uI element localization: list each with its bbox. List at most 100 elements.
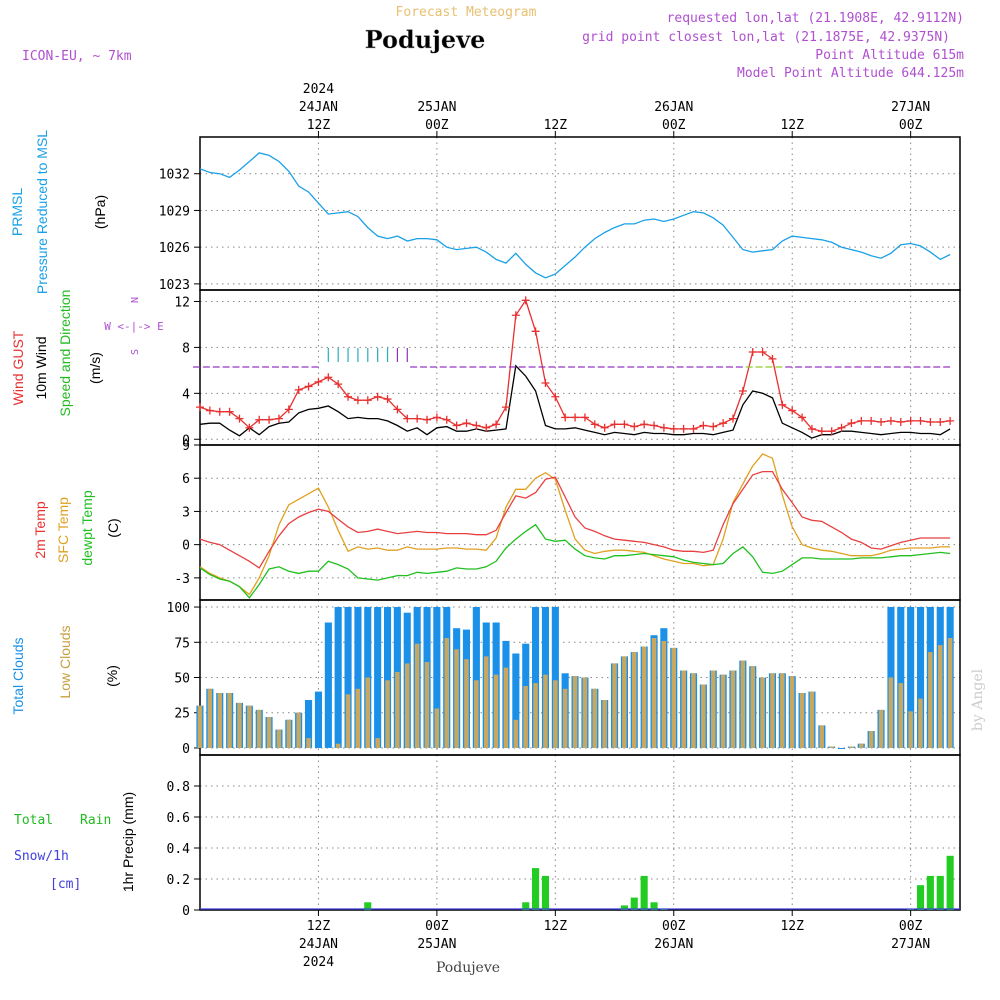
total-cloud-bar (364, 607, 372, 748)
wind-label-10m: 10m Wind (33, 336, 49, 399)
bottom-axis-label: 00Z (425, 919, 449, 934)
wind-gust-point (758, 348, 767, 356)
low-cloud-bar (296, 712, 301, 748)
wind-gust-point (877, 418, 886, 427)
pressure-ytick-label: 1032 (159, 168, 190, 183)
low-cloud-bar (908, 711, 913, 748)
wind-ytick-label: 12 (174, 295, 190, 310)
total-cloud-bar (472, 607, 480, 748)
bottom-axis-label: 00Z (899, 919, 923, 934)
rain-bar (650, 902, 658, 911)
pressure-ytick-label: 1023 (159, 278, 190, 293)
wind-ytick-label: 8 (182, 341, 190, 356)
pressure-panel: 1023 1026 1029 1032 (159, 136, 961, 293)
low-cloud-bar (770, 673, 775, 748)
temp-labels: 2m Temp SFC Temp dewpt Temp (C) (32, 490, 121, 565)
top-axis-label: 12Z (780, 118, 804, 133)
wind-gust-point (580, 413, 589, 422)
wind-gust-point (215, 407, 224, 416)
low-cloud-bar (898, 683, 903, 748)
precip-ytick-label: 0.4 (167, 842, 191, 857)
wind-gust-point (847, 419, 856, 428)
wind-gust-point (709, 422, 718, 431)
wind-gust-point (501, 403, 510, 412)
top-time-axis: 2024 24JAN 12Z 25JAN 00Z 12Z 26JAN 00Z 12Z 27JAN 0… (299, 82, 930, 137)
low-cloud-bar (750, 666, 755, 748)
rain-bar (640, 875, 648, 910)
temp-ytick-label: 9 (182, 439, 190, 454)
dewpoint-line (199, 523, 951, 599)
wind-gust-point (837, 423, 846, 432)
low-cloud-bar (661, 640, 667, 748)
wind-gust-line (199, 298, 951, 432)
low-cloud-bar (543, 674, 548, 748)
pressure-ytick-label: 1026 (159, 241, 190, 256)
wind-ytick-label: 0 (182, 433, 190, 448)
cloud-label-total: Total Clouds (10, 637, 26, 714)
model-altitude: Model Point Altitude 644.125m (737, 66, 964, 81)
top-axis-label: 24JAN (299, 100, 338, 115)
wind-gust-point (383, 395, 392, 404)
wind-gust-point (620, 420, 629, 429)
precip-label-rain: Rain (80, 813, 111, 828)
wind-gust-point (561, 413, 570, 422)
total-cloud-bar (374, 607, 382, 748)
cloud-label-unit: (%) (104, 665, 120, 687)
low-cloud-bar (730, 670, 736, 748)
wind-gust-point (630, 422, 639, 431)
wind-label-gust: Wind GUST (10, 330, 26, 405)
low-cloud-bar (266, 717, 272, 748)
rain-bar (532, 868, 540, 910)
low-cloud-bar (523, 686, 528, 748)
temp-label-dew: dewpt Temp (79, 490, 95, 565)
low-cloud-bar (681, 670, 686, 748)
clouds-ytick-label: 100 (167, 601, 190, 616)
location-title: Podujeve (365, 25, 486, 54)
wind-gust-point (689, 424, 698, 433)
wind-gust-point (324, 373, 333, 382)
wind-gust-point (531, 327, 540, 336)
wind-gust-point (551, 392, 560, 401)
low-cloud-bar (503, 667, 509, 748)
total-cloud-bar (917, 607, 925, 748)
low-cloud-bar (405, 663, 410, 748)
wind-gust-point (205, 406, 214, 415)
total-cloud-bar (433, 607, 441, 748)
cloud-labels: Total Clouds Low Clouds (%) (10, 625, 120, 714)
wind-panel: 0 4 8 12 (174, 289, 961, 448)
wind-gust-point (442, 415, 451, 424)
rain-bar (926, 875, 934, 910)
wind-gust-point (511, 311, 520, 320)
wind-gust-point (659, 423, 668, 432)
wind-gust-point (778, 400, 787, 409)
rain-bar (364, 902, 372, 911)
low-cloud-bar (247, 705, 252, 748)
wind-gust-point (541, 379, 550, 387)
low-cloud-bar (789, 676, 795, 748)
bottom-axis-label: 25JAN (417, 937, 456, 952)
wind-gust-point (610, 420, 619, 429)
low-cloud-bar (819, 725, 824, 748)
total-cloud-bar (384, 607, 392, 748)
wind-gust-point (738, 387, 747, 396)
requested-coords: requested lon,lat (21.1908E, 42.9112N) (667, 11, 964, 26)
wind-label-dir: Speed and Direction (57, 290, 73, 417)
low-cloud-bar (947, 638, 953, 748)
low-cloud-bar (553, 680, 558, 748)
precip-ytick-label: 0 (182, 904, 190, 919)
total-cloud-bar (334, 607, 342, 748)
wind-gust-point (728, 414, 737, 423)
total-cloud-bar (354, 607, 362, 748)
sfc-temp-line (199, 453, 951, 596)
total-cloud-bar (838, 748, 846, 749)
wind-gust-point (452, 421, 461, 430)
wind-gust-point (748, 348, 757, 356)
wind-gust-point (916, 416, 925, 425)
low-cloud-bar (918, 698, 923, 748)
wind-gust-point (946, 416, 955, 425)
precip-ytick-label: 0.6 (167, 811, 190, 826)
temp-label-unit: (C) (105, 518, 121, 537)
bottom-axis-label: 2024 (303, 955, 334, 970)
low-cloud-bar (227, 693, 232, 748)
pressure-label-desc: Pressure Reduced to MSL (34, 130, 50, 294)
